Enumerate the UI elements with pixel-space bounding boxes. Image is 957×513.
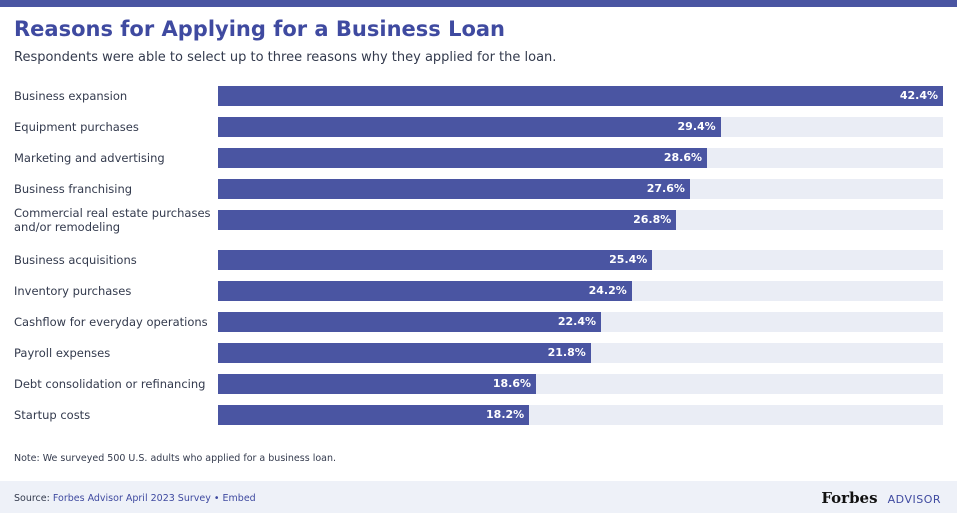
bar-value-label: 26.8% xyxy=(633,213,672,226)
bar: 28.6% xyxy=(218,148,708,168)
category-label: Business expansion xyxy=(14,89,128,103)
bar: 26.8% xyxy=(218,210,677,230)
bar-track: 24.2% xyxy=(218,281,943,301)
bar: 29.4% xyxy=(218,117,721,137)
category-label: Inventory purchases xyxy=(14,284,132,298)
forbes-advisor-logo: Forbes ADVISOR xyxy=(821,488,941,507)
source-label: Source: xyxy=(14,493,50,504)
bar-track: 29.4% xyxy=(218,117,943,137)
category-label: Business acquisitions xyxy=(14,253,137,267)
bar-chart: Business expansion 42.4% Equipment purchas… xyxy=(0,86,957,436)
bar-track: 25.4% xyxy=(218,250,943,270)
bar-value-label: 24.2% xyxy=(588,284,627,297)
category-label: Business franchising xyxy=(14,182,133,196)
bar-track: 18.2% xyxy=(218,405,943,425)
bar-track: 26.8% xyxy=(218,210,943,230)
category-label: Marketing and advertising xyxy=(14,151,165,165)
bar-value-label: 18.6% xyxy=(492,377,532,390)
category-label: Equipment purchases xyxy=(14,120,139,134)
bar: 42.4% xyxy=(218,86,943,106)
bar: 27.6% xyxy=(218,179,690,199)
bar: 18.6% xyxy=(218,374,537,394)
source-separator: • xyxy=(213,493,220,504)
bar-track: 18.6% xyxy=(218,374,943,394)
bar-value-label: 42.4% xyxy=(899,89,938,102)
embed-link[interactable]: Embed xyxy=(222,493,256,504)
brand-sub: ADVISOR xyxy=(887,493,941,506)
source-text: Forbes Advisor April 2023 Survey xyxy=(52,493,211,504)
category-label: Debt consolidation or refinancing xyxy=(14,377,206,391)
footer: Source: Forbes Advisor April 2023 Survey… xyxy=(0,481,957,513)
bar-track: 21.8% xyxy=(218,343,943,363)
bar-value-label: 22.4% xyxy=(557,315,597,328)
brand-name: Forbes xyxy=(821,489,878,507)
chart-title: Reasons for Applying for a Business Loan xyxy=(14,17,505,41)
bar-value-label: 28.6% xyxy=(663,151,703,164)
bar: 21.8% xyxy=(218,343,591,363)
category-label: Payroll expenses xyxy=(14,346,111,360)
source-line: Source: Forbes Advisor April 2023 Survey… xyxy=(14,493,256,504)
bar: 22.4% xyxy=(218,312,602,332)
category-label: Commercial real estate purchases and/or … xyxy=(14,206,211,234)
category-label: Startup costs xyxy=(14,408,91,422)
bar-value-label: 25.4% xyxy=(609,253,648,266)
chart-subtitle: Respondents were able to select up to th… xyxy=(14,50,557,65)
bar-track: 22.4% xyxy=(218,312,943,332)
bar-value-label: 21.8% xyxy=(547,346,586,359)
bar-track: 42.4% xyxy=(218,86,943,106)
bar-value-label: 27.6% xyxy=(646,182,685,195)
top-accent-bar xyxy=(0,0,957,7)
bar: 25.4% xyxy=(218,250,653,270)
bar: 18.2% xyxy=(218,405,530,425)
bar-track: 28.6% xyxy=(218,148,943,168)
bar-track: 27.6% xyxy=(218,179,943,199)
bar: 24.2% xyxy=(218,281,632,301)
bar-value-label: 29.4% xyxy=(677,120,716,133)
survey-note: Note: We surveyed 500 U.S. adults who ap… xyxy=(14,453,337,464)
bar-value-label: 18.2% xyxy=(486,408,525,421)
category-label: Cashflow for everyday operations xyxy=(14,315,208,329)
